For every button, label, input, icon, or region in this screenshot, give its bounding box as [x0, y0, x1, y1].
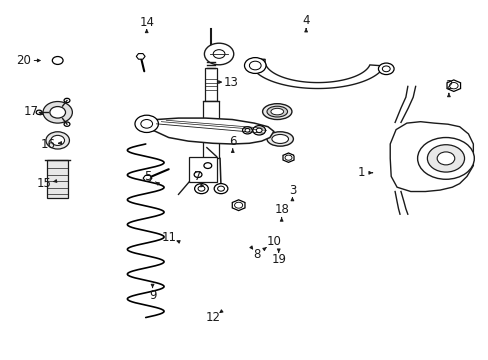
Text: 19: 19	[271, 253, 285, 266]
Text: 4: 4	[302, 14, 309, 27]
Text: 17: 17	[24, 105, 39, 118]
Circle shape	[198, 186, 204, 191]
Ellipse shape	[270, 108, 283, 115]
Circle shape	[194, 172, 202, 177]
Bar	[203, 101, 219, 158]
Circle shape	[64, 122, 70, 126]
Ellipse shape	[266, 106, 287, 117]
Polygon shape	[283, 153, 293, 162]
Polygon shape	[389, 122, 472, 192]
Circle shape	[46, 132, 69, 149]
Circle shape	[194, 184, 208, 194]
Circle shape	[141, 120, 152, 128]
Circle shape	[213, 50, 224, 58]
Circle shape	[234, 202, 242, 208]
Circle shape	[242, 127, 252, 134]
Text: 18: 18	[274, 203, 288, 216]
Text: 5: 5	[143, 170, 151, 183]
Text: 11: 11	[161, 231, 176, 244]
Polygon shape	[146, 118, 273, 144]
Bar	[47, 160, 68, 198]
Circle shape	[249, 61, 261, 70]
Circle shape	[427, 145, 464, 172]
Text: 3: 3	[288, 184, 296, 197]
Polygon shape	[446, 80, 460, 91]
Text: 16: 16	[41, 138, 55, 150]
Circle shape	[448, 82, 457, 89]
Circle shape	[244, 58, 265, 73]
Circle shape	[378, 63, 393, 75]
Polygon shape	[232, 200, 244, 211]
Text: 7: 7	[193, 170, 201, 183]
Circle shape	[36, 110, 42, 114]
Bar	[205, 68, 217, 101]
Text: 14: 14	[139, 16, 154, 29]
Text: 6: 6	[228, 135, 236, 148]
Text: 10: 10	[266, 235, 281, 248]
Text: 12: 12	[205, 311, 220, 324]
Circle shape	[135, 115, 158, 132]
Text: 20: 20	[16, 54, 31, 67]
Circle shape	[244, 129, 249, 132]
Circle shape	[43, 102, 72, 123]
Circle shape	[204, 43, 233, 65]
Polygon shape	[136, 54, 145, 59]
Text: 2: 2	[444, 79, 452, 92]
Circle shape	[51, 135, 64, 145]
Text: 9: 9	[148, 289, 156, 302]
Circle shape	[382, 66, 389, 72]
Ellipse shape	[266, 132, 293, 146]
Ellipse shape	[262, 104, 291, 120]
Circle shape	[214, 184, 227, 194]
Circle shape	[52, 57, 63, 64]
Text: 15: 15	[37, 177, 51, 190]
Polygon shape	[143, 175, 152, 181]
Circle shape	[50, 107, 65, 118]
Ellipse shape	[271, 134, 288, 143]
Circle shape	[203, 163, 211, 168]
Circle shape	[217, 186, 224, 191]
Text: 8: 8	[253, 248, 261, 261]
Circle shape	[208, 46, 229, 62]
Bar	[189, 157, 216, 182]
Circle shape	[252, 126, 265, 135]
Text: 1: 1	[357, 166, 365, 179]
Polygon shape	[250, 59, 384, 89]
Circle shape	[417, 138, 473, 179]
Text: 13: 13	[223, 76, 238, 89]
Circle shape	[64, 98, 70, 103]
Circle shape	[436, 152, 454, 165]
Circle shape	[285, 155, 291, 160]
Circle shape	[256, 128, 262, 132]
